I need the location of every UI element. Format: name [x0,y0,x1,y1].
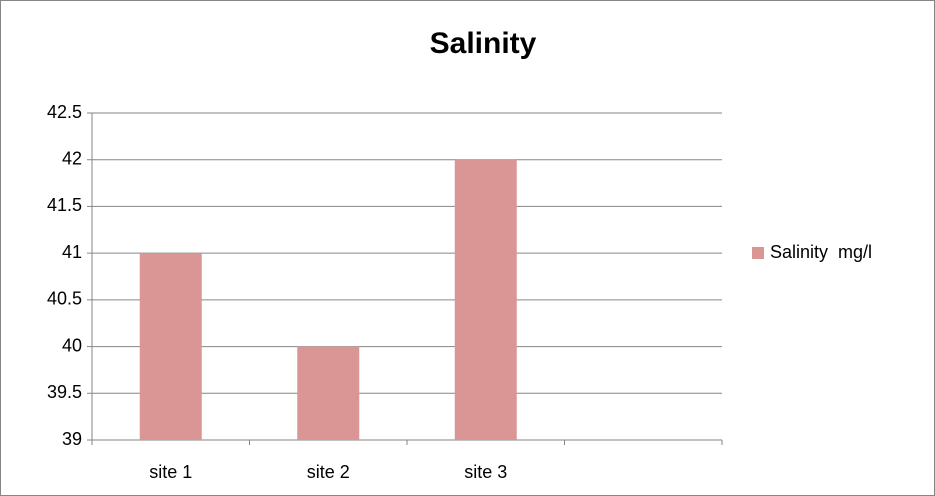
chart-title: Salinity [430,27,537,60]
legend-label: Salinity mg/l [770,242,872,262]
x-tick-label: site 3 [464,462,507,482]
bar [139,253,202,440]
y-tick-label: 41.5 [47,195,82,215]
bar [454,159,517,440]
y-tick-label: 40.5 [47,289,82,309]
y-tick-label: 42 [62,148,82,168]
x-tick-label: site 1 [149,462,192,482]
bar [297,346,360,440]
y-tick-label: 39.5 [47,382,82,402]
legend-swatch [752,247,764,259]
y-tick-label: 41 [62,242,82,262]
y-tick-label: 42.5 [47,102,82,122]
x-tick-label: site 2 [307,462,350,482]
y-tick-label: 40 [62,335,82,355]
y-tick-label: 39 [62,429,82,449]
